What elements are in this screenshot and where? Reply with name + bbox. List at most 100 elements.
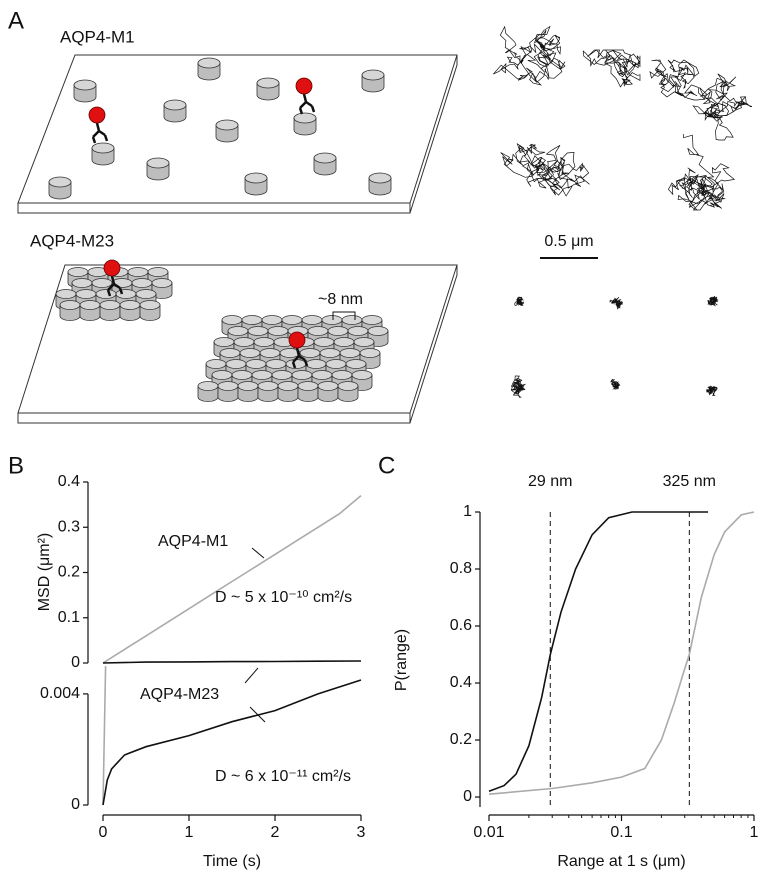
- protein-top: [75, 289, 97, 299]
- y-tick-label: 0.3: [58, 518, 80, 535]
- protein-top: [115, 289, 137, 299]
- protein-top: [146, 157, 170, 169]
- antibody: [106, 275, 124, 297]
- antibody: [91, 122, 109, 144]
- protein-top: [311, 370, 333, 380]
- protein-top: [225, 359, 247, 369]
- panel-label: A: [8, 7, 24, 34]
- trajectory: [609, 296, 624, 310]
- data-line: [102, 679, 362, 806]
- protein-top: [351, 370, 373, 380]
- protein-top: [237, 381, 259, 391]
- y-tick-label: 0.1: [58, 609, 80, 626]
- protein-top: [231, 370, 253, 380]
- protein-top: [227, 326, 249, 336]
- trajectory: [510, 375, 527, 398]
- protein-top: [341, 315, 363, 325]
- trajectory: [514, 296, 525, 306]
- protein-top: [327, 326, 349, 336]
- protein-top: [347, 326, 369, 336]
- protein-top: [305, 359, 327, 369]
- data-line: [102, 666, 107, 806]
- x-tick-label: 0.01: [473, 824, 504, 841]
- y-tick-label: 0.2: [58, 564, 80, 581]
- y-tick-label: 0: [71, 796, 80, 813]
- protein-top: [257, 381, 279, 391]
- protein-top: [337, 381, 359, 391]
- protein-top: [95, 289, 117, 299]
- protein-top: [213, 337, 235, 347]
- protein-top: [135, 289, 157, 299]
- protein-top: [345, 359, 367, 369]
- protein-top: [359, 348, 381, 358]
- protein-top: [215, 119, 239, 131]
- protein-top: [317, 381, 339, 391]
- protein-top: [127, 267, 149, 277]
- protein-top: [307, 326, 329, 336]
- charts: 0 0.1 0.2 0.3 0.4 MSD (μm²) AQP4-M1 D ~ 5 x 10⁻…: [36, 473, 758, 870]
- x-tick-label: 3: [357, 824, 366, 841]
- leader-line: [244, 667, 259, 684]
- protein-top: [368, 172, 392, 184]
- trajectory: [667, 133, 736, 211]
- membrane-proteins: [48, 57, 392, 402]
- trajectory: [706, 385, 718, 396]
- y-tick-label: 1: [463, 503, 472, 520]
- protein-top: [313, 337, 335, 347]
- protein-top: [291, 370, 313, 380]
- scale-bar-label: 0.5 μm: [544, 233, 593, 250]
- leader-line: [251, 547, 265, 559]
- protein-top: [361, 69, 385, 81]
- protein-top: [301, 315, 323, 325]
- protein-top: [321, 315, 343, 325]
- x-axis-title: Range at 1 s (μm): [557, 853, 685, 870]
- annotation: AQP4-M1: [158, 533, 228, 550]
- y-tick-label: 0.4: [450, 674, 472, 691]
- trajectory: [493, 25, 566, 86]
- protein-top: [271, 370, 293, 380]
- protein-top: [251, 370, 273, 380]
- y-axis-title: MSD (μm²): [36, 533, 53, 612]
- protein-top: [205, 359, 227, 369]
- protein-top: [147, 267, 169, 277]
- panel-label: B: [8, 452, 24, 479]
- trajectory: [610, 378, 621, 390]
- m23-label: AQP4-M23: [30, 231, 114, 250]
- protein-top: [261, 315, 283, 325]
- protein-top: [79, 300, 101, 310]
- y-tick-label: 0.2: [450, 731, 472, 748]
- protein-top: [71, 278, 93, 288]
- antibody: [291, 347, 309, 369]
- spacing-label: ~8 nm: [318, 291, 363, 308]
- protein-top: [259, 348, 281, 358]
- annotation: D ~ 5 x 10⁻¹⁰ cm²/s: [215, 589, 352, 606]
- reference-label: 325 nm: [663, 473, 716, 490]
- protein-top: [48, 176, 72, 188]
- trajectory: [582, 49, 641, 88]
- label-dot: [88, 106, 106, 124]
- protein-top: [333, 337, 355, 347]
- protein-top: [99, 300, 121, 310]
- protein-top: [233, 337, 255, 347]
- data-line: [488, 511, 709, 793]
- protein-top: [197, 381, 219, 391]
- protein-top: [265, 359, 287, 369]
- protein-top: [119, 300, 141, 310]
- x-tick-label: 0: [99, 824, 108, 841]
- protein-top: [91, 278, 113, 288]
- protein-top: [297, 381, 319, 391]
- y-tick-label: 0: [71, 654, 80, 671]
- protein-top: [219, 348, 241, 358]
- protein-top: [277, 381, 299, 391]
- y-tick-label: 0: [463, 788, 472, 805]
- protein-top: [139, 300, 161, 310]
- protein-top: [313, 152, 337, 164]
- protein-top: [247, 326, 269, 336]
- protein-top: [91, 142, 115, 154]
- protein-top: [293, 112, 317, 124]
- protein-top: [211, 370, 233, 380]
- protein-top: [131, 278, 153, 288]
- protein-top: [256, 77, 280, 89]
- data-line: [488, 511, 755, 795]
